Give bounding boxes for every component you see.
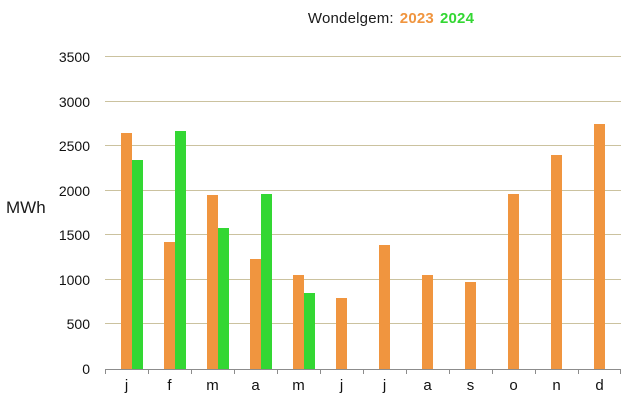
bar-2024-month-5 [304,293,315,369]
bar-2023-month-4 [250,259,261,369]
y-tick-label-500: 500 [66,316,90,333]
bar-2023-month-8 [422,275,433,369]
x-tick-label-3: m [206,377,219,394]
y-tick-label-3500: 3500 [58,49,90,65]
month-cell-10-o [492,57,535,369]
month-cell-7-j [363,57,406,369]
month-cell-12-d [578,57,621,369]
x-tick-label-12: d [595,377,604,394]
x-tick-label-7: j [382,377,387,394]
bar-2024-month-1 [132,159,143,369]
x-axis-tick [620,369,621,374]
bar-2023-month-9 [465,281,476,369]
chart-title-prefix: Wondelgem: [307,10,394,27]
bar-2023-month-7 [379,245,390,369]
gridline-1500 [105,234,621,236]
bar-2023-month-3 [207,195,218,369]
bar-2024-month-2 [175,131,186,369]
x-axis-tick [363,369,364,374]
x-tick-label-1: j [124,377,129,394]
x-tick-label-11: n [552,377,561,394]
bar-2023-month-11 [551,155,562,369]
month-cell-4-a [234,57,277,369]
chart-title: Wondelgem: 2023 2024 [133,10,628,27]
bar-2023-month-10 [508,194,519,369]
x-tick-label-2: f [167,377,172,394]
x-tick-label-8: a [423,377,432,394]
y-tick-label-2000: 2000 [58,182,90,199]
x-axis-tick [148,369,149,374]
bar-2023-month-5 [293,274,304,369]
gridline-2500 [105,145,621,147]
x-axis-tick [406,369,407,374]
month-cell-3-m [191,57,234,369]
gridline-2000 [105,189,621,191]
y-tick-label-3000: 3000 [58,93,90,110]
x-axis-tick [320,369,321,374]
legend-year-2024: 2024 [439,10,475,27]
bar-2024-month-3 [218,228,229,369]
gridline-3000 [105,100,621,102]
x-axis-tick [105,369,106,374]
x-axis-tick [277,369,278,374]
month-cell-2-f [148,57,191,369]
bar-2024-month-4 [261,194,272,369]
gridline-3500 [105,56,621,57]
x-axis-tick [492,369,493,374]
x-axis-tick [535,369,536,374]
y-tick-label-1000: 1000 [58,271,90,288]
x-axis-tick [449,369,450,374]
gridline-500 [105,323,621,325]
y-axis-title: MWh [6,198,46,217]
bar-2023-month-12 [594,123,605,369]
x-tick-label-6: j [339,377,344,394]
bar-2023-month-2 [164,242,175,369]
y-tick-label-1500: 1500 [58,227,90,244]
month-cell-11-n [535,57,578,369]
y-tick-label-2500: 2500 [58,138,90,155]
month-cell-5-m [277,57,320,369]
month-cell-8-a [406,57,449,369]
x-tick-label-4: a [251,377,260,394]
x-tick-label-9: s [466,377,475,394]
month-cell-9-s [449,57,492,369]
x-axis-tick [578,369,579,374]
bar-2023-month-1 [121,132,132,369]
gridline-1000 [105,278,621,280]
bar-2023-month-6 [336,297,347,369]
plot-area: 0 500 1000 1500 2000 2500 3000 3500 j f m a m j j a s o n d [59,49,621,394]
x-tick-label-5: m [292,377,305,394]
x-tick-label-10: o [509,377,518,394]
x-axis-tick [234,369,235,374]
x-axis-tick [191,369,192,374]
month-cell-1-j [105,57,148,369]
legend-year-2023: 2023 [399,10,434,27]
month-cell-6-j [320,57,363,369]
y-tick-label-0: 0 [82,361,90,377]
